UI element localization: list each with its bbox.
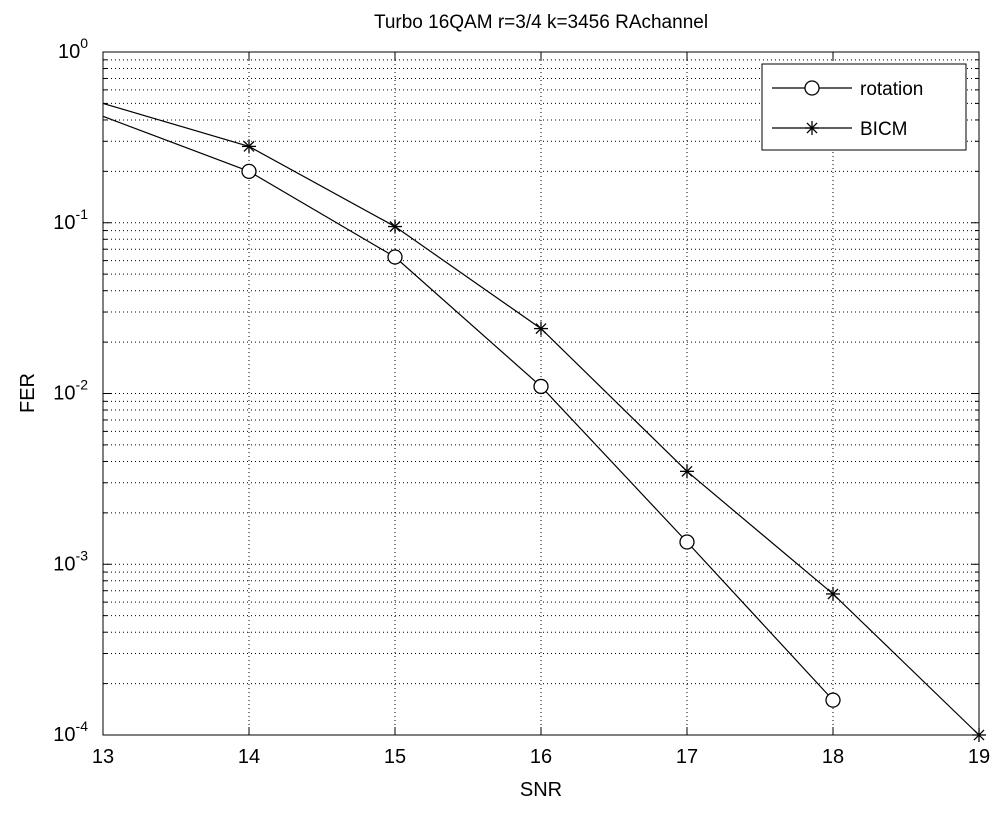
- x-tick-label: 17: [676, 746, 698, 768]
- y-tick-label: 10-2: [53, 377, 88, 405]
- asterisk-marker: [680, 464, 694, 479]
- circle-marker: [804, 80, 820, 96]
- x-tick-label: 13: [92, 746, 114, 768]
- asterisk-marker: [388, 219, 402, 234]
- circle-marker: [533, 378, 549, 395]
- circle-marker: [679, 534, 695, 550]
- y-tick-label: 10-1: [53, 206, 88, 234]
- y-tick-label: 100: [58, 35, 88, 63]
- asterisk-stroke: [681, 465, 693, 477]
- asterisk-marker: [826, 586, 840, 601]
- ticks: 13 14 15 16 17 18 19 100 10-1 10-2 10-3 10-4: [53, 35, 990, 768]
- x-tick-label: 14: [238, 746, 260, 768]
- y-axis-label: FER: [17, 373, 39, 413]
- asterisk-marker: [534, 321, 548, 336]
- asterisk-stroke: [243, 140, 255, 152]
- legend-label: rotation: [860, 79, 923, 100]
- series-line-rotation: [102, 115, 834, 701]
- legend: rotation BICM: [761, 63, 967, 151]
- asterisk-marker: [805, 121, 819, 135]
- y-tick-label: 10-3: [53, 547, 88, 575]
- asterisk-stroke: [535, 323, 547, 335]
- chart-title: Turbo 16QAM r=3/4 k=3456 RAchannel: [374, 12, 708, 33]
- circle-marker: [387, 249, 403, 265]
- asterisk-marker: [242, 139, 256, 154]
- x-tick-label: 19: [968, 746, 990, 768]
- x-axis-label: SNR: [520, 779, 562, 801]
- x-tick-label: 18: [822, 746, 844, 768]
- asterisk-stroke: [389, 221, 401, 233]
- circle-marker: [241, 163, 257, 179]
- asterisk-stroke: [806, 122, 818, 134]
- x-tick-label: 15: [384, 746, 406, 768]
- legend-label: BICM: [860, 119, 908, 140]
- circle-marker: [825, 692, 841, 708]
- y-tick-label: 10-4: [53, 718, 88, 746]
- x-tick-label: 16: [530, 746, 552, 768]
- asterisk-stroke: [827, 588, 839, 600]
- series-layer: [102, 102, 986, 742]
- legend-box: [761, 63, 967, 151]
